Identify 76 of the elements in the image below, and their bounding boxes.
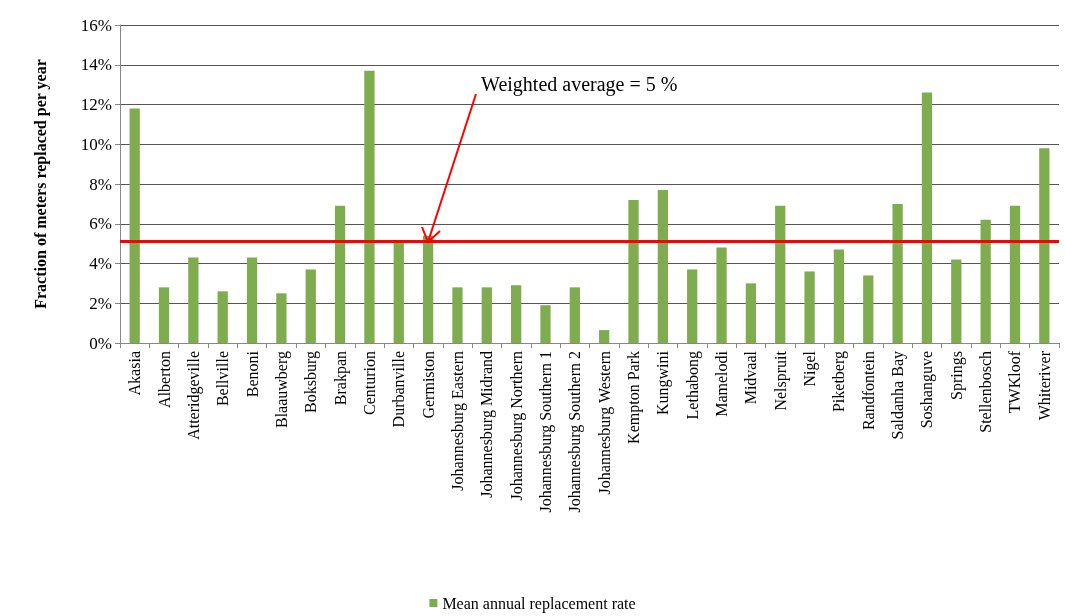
y-tick-label: 16%	[80, 15, 112, 35]
x-tick-label: Johannesburg Western	[595, 351, 614, 495]
bar	[833, 249, 845, 343]
bar	[334, 205, 346, 343]
x-tick-label: Boksburg	[302, 351, 321, 413]
bar	[599, 330, 610, 343]
legend-label: Mean annual replacement rate	[442, 594, 636, 613]
bar	[246, 257, 258, 343]
bar	[158, 287, 170, 343]
y-tick-label: 4%	[89, 254, 112, 273]
x-tick-label: Johannesburg Southern 2	[566, 351, 585, 513]
x-tick-label: Midvaal	[742, 350, 760, 405]
x-tick-label: Whiteriver	[1035, 350, 1053, 421]
x-tick-label: Brakpan	[331, 351, 350, 406]
bar	[1039, 148, 1050, 343]
x-tick-label: Johannesburg Northern	[507, 351, 526, 501]
bar	[863, 275, 874, 343]
bar	[422, 235, 434, 343]
bar	[364, 70, 375, 343]
bar	[276, 293, 287, 343]
x-tick-label: Akasia	[126, 351, 144, 396]
y-tick-label: 2%	[89, 293, 112, 313]
x-tick-label: Nigel	[801, 350, 820, 387]
x-tick-label: Nelspruit	[771, 350, 790, 411]
bar	[569, 287, 580, 343]
bar	[892, 203, 903, 343]
x-tick-label: Kungwini	[654, 350, 673, 415]
bar	[129, 108, 140, 343]
y-tick-label: 10%	[80, 134, 112, 154]
bar	[657, 189, 668, 343]
x-tick-label: Springs	[947, 351, 966, 400]
y-tick-label: 6%	[89, 214, 112, 234]
bar	[393, 241, 404, 343]
x-tick-label: Benoni	[243, 350, 261, 398]
y-tick-label: 8%	[89, 174, 112, 194]
x-tick-label: Johannesburg Midrand	[478, 351, 497, 498]
x-tick-label: Soshanguve	[918, 351, 937, 429]
bar	[951, 259, 962, 343]
x-tick-label: TWKloof	[1006, 350, 1024, 414]
x-tick-label: Centurion	[360, 351, 378, 415]
x-tick-label: Alberton	[155, 351, 173, 408]
bar	[452, 287, 463, 343]
x-tick-label: Johannesburg Southern 1	[536, 351, 555, 513]
bar	[628, 199, 639, 343]
x-tick-label: Piketberg	[830, 351, 849, 413]
y-axis-title: Fraction of meters replaced per year	[31, 59, 50, 309]
x-tick-label: Germiston	[419, 351, 437, 419]
x-tick-label: Johannesburg Eastern	[448, 351, 467, 491]
x-tick-label: Blaauwberg	[272, 351, 291, 429]
x-tick-label: Kempton Park	[625, 351, 644, 444]
bar	[980, 219, 991, 343]
x-tick-label: Durbanville	[390, 351, 408, 428]
bar	[188, 257, 199, 343]
y-tick-label: 14%	[80, 55, 112, 75]
bar	[775, 205, 786, 343]
bar	[1009, 205, 1021, 343]
x-tick-label: Mamelodi	[713, 350, 731, 417]
x-tick-label: Stellenbosch	[977, 351, 995, 433]
bar	[687, 269, 698, 343]
y-tick-label: 0%	[89, 333, 112, 353]
bar	[217, 291, 228, 343]
bar	[540, 305, 551, 343]
bar	[804, 271, 815, 343]
annotation: Weighted average = 5 %	[481, 72, 678, 96]
y-tick-label: 12%	[80, 95, 112, 114]
x-tick-label: Saldanha Bay	[889, 351, 908, 440]
bar	[511, 285, 522, 343]
bar	[921, 92, 933, 343]
bar	[305, 269, 316, 343]
x-tick-label: Atteridgeville	[184, 351, 203, 440]
x-tick-label: Lethabong	[683, 351, 702, 420]
bar	[481, 287, 492, 343]
x-tick-label: Randfontein	[859, 351, 877, 431]
x-tick-label: Bellville	[214, 351, 232, 407]
bar	[716, 247, 727, 343]
bar	[745, 283, 757, 343]
